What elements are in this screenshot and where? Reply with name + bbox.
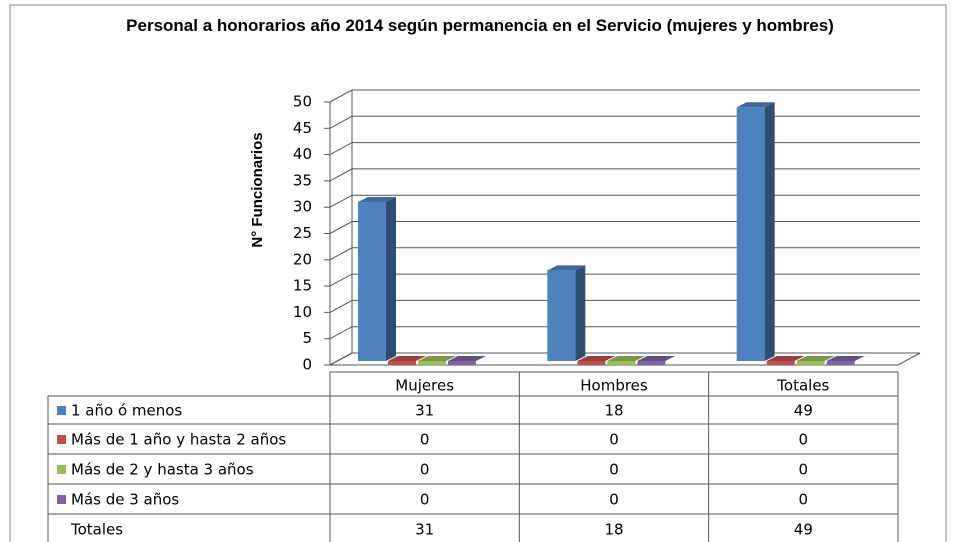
grid-line [329,299,920,313]
bar-front [358,201,386,361]
bar-top [358,196,396,202]
bar-front [388,361,416,365]
y-tick-label: 5 [302,329,312,347]
table-value: 0 [420,491,430,509]
bar-top [388,356,426,361]
grid-line [329,352,920,366]
grid-line [329,247,920,261]
legend-label: Más de 1 año y hasta 2 años [71,431,286,449]
bar-front [796,361,825,365]
table-value: 0 [799,491,809,509]
grid-line [329,168,920,182]
bar-top [637,356,676,361]
bar-side [764,102,775,361]
bar-front [547,270,576,361]
bar [796,356,835,365]
grid-line [329,115,920,129]
bar-top [826,356,865,361]
grid-line [329,142,920,156]
legend-label: Más de 2 y hasta 3 años [71,461,254,479]
bar [547,265,586,361]
bar-top [577,356,616,361]
table-value: 0 [609,491,619,509]
grid-line [329,221,920,234]
bar-front [826,361,855,365]
bar-front [736,107,765,361]
y-tick-label: 35 [293,171,312,189]
table-value: 0 [799,431,809,449]
y-tick-label: 25 [293,224,312,242]
bar [577,356,616,365]
bar [826,356,865,365]
bar-top [448,356,486,361]
y-tick-label: 50 [293,93,312,111]
legend-marker [57,465,66,474]
bar [448,356,486,365]
legend-label: 1 año ó menos [71,402,182,420]
x-tick-label: Hombres [580,377,648,395]
bar-top [547,265,586,271]
table-value: 49 [794,402,813,420]
legend-label: Más de 3 años [71,491,179,509]
table-total-value: 31 [415,521,434,539]
bar [358,196,396,361]
table-total-value: 49 [794,521,813,539]
grid-line [329,89,920,103]
y-tick-label: 40 [293,145,312,163]
x-tick-label: Mujeres [395,377,454,395]
table-total-value: 18 [604,521,623,539]
bar-front [577,361,606,365]
legend-marker [57,435,66,444]
y-tick-label: 10 [293,303,312,321]
table-value: 0 [799,461,809,479]
table-value: 0 [609,461,619,479]
y-tick-label: 0 [302,356,312,374]
bar-top [736,102,775,108]
y-axis-label: N° Funcionarios [249,132,266,247]
y-tick-label: 20 [293,250,312,268]
table-total-label: Totales [70,521,123,539]
bar [418,356,456,365]
bar [766,356,805,365]
table-value: 0 [420,431,430,449]
grid-line [329,326,920,340]
bar-front [766,361,795,365]
bar [388,356,426,365]
legend-marker [57,406,66,415]
table-value: 31 [415,402,434,420]
bar-front [418,361,446,365]
bar-side [386,196,396,361]
bar-top [607,356,646,361]
chart-title: Personal a honorarios año 2014 según per… [126,16,834,35]
bar [637,356,676,365]
table-value: 0 [420,461,430,479]
x-tick-label: Totales [776,377,829,395]
legend-marker [57,495,66,504]
grid-line [329,194,920,208]
bar-top [796,356,835,361]
table-value: 0 [609,431,619,449]
bar [736,102,775,361]
bar-top [418,356,456,361]
bar-front [607,361,636,365]
bar-side [575,265,586,361]
y-tick-label: 45 [293,119,312,137]
chart-frame [9,4,947,542]
y-tick-label: 15 [293,277,312,295]
bar-front [637,361,666,365]
bar-front [448,361,476,365]
bar [607,356,646,365]
table-value: 18 [604,402,623,420]
y-tick-label: 30 [293,198,312,216]
grid-line [329,273,920,287]
bar-top [766,356,805,361]
